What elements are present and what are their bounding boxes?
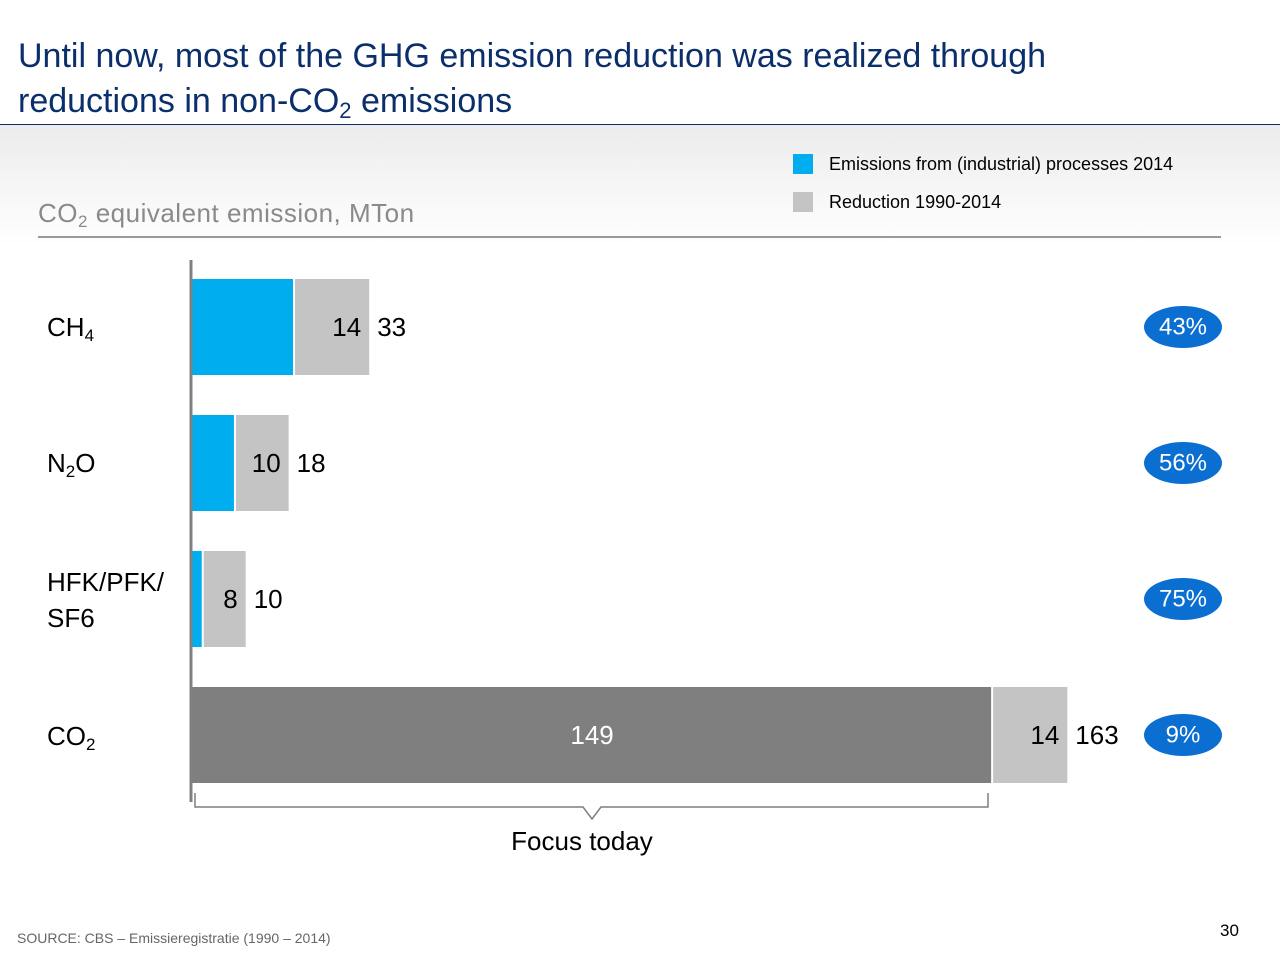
bar-label-co2-emissions: 149 <box>570 720 613 750</box>
header-band <box>0 125 1280 245</box>
row-label-ch4-sub: 4 <box>84 326 95 345</box>
row-label-n2o-main: N <box>47 448 66 478</box>
source-note: SOURCE: CBS – Emissieregistratie (1990 –… <box>17 930 331 946</box>
percent-label-ch4: 43% <box>1159 314 1207 341</box>
legend-swatch-emissions <box>793 154 813 174</box>
bar-label-ch4-reduction: 14 <box>332 312 361 342</box>
row-label-ch4: CH4 <box>47 309 94 345</box>
title-line-1: Until now, most of the GHG emission redu… <box>18 37 1047 75</box>
percent-label-n2o: 56% <box>1159 450 1207 477</box>
percent-label-co2: 9% <box>1166 722 1201 749</box>
row-label-ch4-main: CH <box>47 312 85 342</box>
bar-label-co2-reduction: 14 <box>1030 720 1059 750</box>
percent-badge-hfk <box>1144 578 1222 620</box>
row-label-co2-main: CO <box>47 721 86 751</box>
percent-badge-ch4 <box>1144 306 1222 348</box>
legend-label-reduction: Reduction 1990-2014 <box>829 192 1002 212</box>
title-subscript: 2 <box>339 98 352 123</box>
row-label-hfk: HFK/PFK/SF6 <box>47 564 164 636</box>
bar-ch4-reduction <box>294 279 370 375</box>
total-label-co2: 163 <box>1075 720 1118 750</box>
row-label-n2o-sub: 2 <box>65 462 76 481</box>
percent-badge-co2 <box>1144 714 1222 756</box>
bar-label-hfk-reduction: 8 <box>223 584 237 614</box>
bar-n2o-emissions <box>192 415 235 511</box>
row-label-co2: CO2 <box>47 718 95 754</box>
bar-n2o-reduction <box>234 415 289 511</box>
row-label-co2-sub: 2 <box>86 735 96 754</box>
row-label-hfk-line2: SF6 <box>47 603 95 633</box>
title-line-2: reductions in non-CO2 emissions <box>18 79 1218 124</box>
title-line-2-text: reductions in non-CO <box>18 82 340 120</box>
unit-label-pre: CO <box>38 198 78 228</box>
unit-label: CO2 equivalent emission, MTon <box>38 198 415 231</box>
unit-label-post: equivalent emission, MTon <box>87 198 415 228</box>
row-label-n2o-post: O <box>75 448 96 478</box>
unit-label-sub: 2 <box>78 212 88 231</box>
title-line-2-end: emissions <box>351 82 513 120</box>
bar-ch4-emissions <box>192 279 295 375</box>
row-label-hfk-line1: HFK/PFK/ <box>47 567 165 597</box>
bar-label-n2o-reduction: 10 <box>252 448 281 478</box>
percent-label-hfk: 75% <box>1159 586 1207 613</box>
bar-hfk-emissions <box>192 551 203 647</box>
legend-label-emissions: Emissions from (industrial) processes 20… <box>829 154 1174 174</box>
focus-bracket <box>194 793 989 821</box>
legend-swatch-reduction <box>793 192 813 212</box>
total-label-ch4: 33 <box>377 312 406 342</box>
title-divider <box>0 124 1280 125</box>
page-number: 30 <box>1220 921 1239 940</box>
bar-hfk-reduction <box>202 551 246 647</box>
total-label-n2o: 18 <box>297 448 326 478</box>
total-label-hfk: 10 <box>254 584 283 614</box>
unit-divider <box>38 236 1221 238</box>
bar-co2-emissions <box>192 687 993 783</box>
row-label-n2o: N2O <box>47 445 95 481</box>
slide-title: Until now, most of the GHG emission redu… <box>18 34 1218 124</box>
focus-today-label: Focus today <box>511 826 653 856</box>
percent-badge-n2o <box>1144 442 1222 484</box>
bar-co2-reduction <box>992 687 1068 783</box>
